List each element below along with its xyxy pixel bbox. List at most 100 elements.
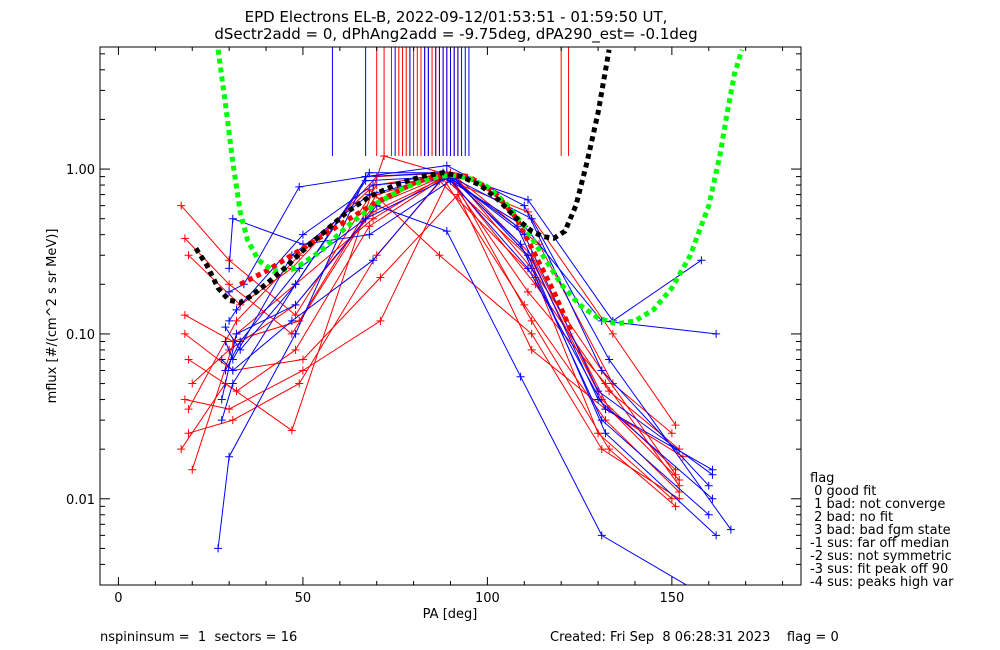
blue-data-point xyxy=(704,481,713,490)
red-data-point xyxy=(597,445,606,454)
blue-data-point xyxy=(361,176,370,185)
red-data-point xyxy=(667,494,676,503)
blue-data-point xyxy=(442,161,451,170)
red-data-point xyxy=(608,329,617,338)
blue-data-point xyxy=(291,300,300,309)
red-data-point xyxy=(188,465,197,474)
legend-entry: -3 sus: fit peak off 90 xyxy=(810,562,948,577)
red-data-point xyxy=(380,152,389,161)
red-data-point xyxy=(605,387,614,396)
chart-subtitle: dSectr2add = 0, dPhAng2add = -9.75deg, d… xyxy=(214,25,697,44)
footer-right: Created: Fri Sep 8 06:28:31 2023 flag = … xyxy=(550,630,839,645)
red-data-point xyxy=(295,379,304,388)
blue-data-point xyxy=(225,452,234,461)
blue-data-point xyxy=(232,305,241,314)
blue-data-point xyxy=(225,316,234,325)
blue-data-point xyxy=(287,316,296,325)
legend-entry: -1 sus: far off median xyxy=(810,536,949,551)
blue-data-point xyxy=(228,214,237,223)
blue-data-point xyxy=(520,201,529,210)
footer-left: nspininsum = 1 sectors = 16 xyxy=(100,630,297,645)
red-data-point xyxy=(287,426,296,435)
red-data-point xyxy=(523,287,532,296)
y-tick-label: 0.01 xyxy=(66,493,95,508)
blue-data-point xyxy=(516,372,525,381)
blue-data-point xyxy=(708,494,717,503)
blue-data-point xyxy=(291,280,300,289)
blue-data-point xyxy=(605,355,614,364)
red-data-point xyxy=(298,366,307,375)
red-data-point xyxy=(520,300,529,309)
red-data-point xyxy=(228,416,237,425)
red-data-point xyxy=(180,311,189,320)
red-data-point xyxy=(177,201,186,210)
plot-area xyxy=(177,47,745,602)
green-fit-curve xyxy=(215,48,745,327)
legend-entry: -4 sus: peaks high var xyxy=(810,575,954,590)
red-data-point xyxy=(184,429,193,438)
blue-data-point xyxy=(214,544,223,553)
red-data-point xyxy=(605,445,614,454)
blue-data-point xyxy=(601,429,610,438)
red-data-point xyxy=(225,280,234,289)
blue-data-point xyxy=(365,168,374,177)
blue-series-line xyxy=(221,172,702,372)
red-series-line xyxy=(188,177,680,493)
x-tick-label: 0 xyxy=(114,591,122,606)
red-series-line xyxy=(184,176,676,471)
blue-data-point xyxy=(442,227,451,236)
legend-title: flag xyxy=(810,471,834,486)
red-data-point xyxy=(184,405,193,414)
legend-entry: 1 bad: not converge xyxy=(810,497,945,512)
red-data-point xyxy=(225,405,234,414)
legend-entry: -2 sus: not symmetric xyxy=(810,549,952,564)
blue-data-point xyxy=(365,230,374,239)
red-data-point xyxy=(671,470,680,479)
red-series-line xyxy=(191,177,677,426)
red-data-point xyxy=(177,445,186,454)
blue-series-line xyxy=(221,205,688,585)
blue-series-line xyxy=(228,177,717,536)
axes: 0 50 100 150 0.01 0.10 1.00 xyxy=(66,47,801,606)
red-data-point xyxy=(435,251,444,260)
blue-data-point xyxy=(697,256,706,265)
red-data-point xyxy=(365,222,374,231)
blue-data-point xyxy=(527,214,536,223)
red-data-point xyxy=(608,379,617,388)
blue-data-point xyxy=(523,264,532,273)
red-data-point xyxy=(671,421,680,430)
y-tick-label: 1.00 xyxy=(66,163,95,178)
blue-data-point xyxy=(712,329,721,338)
blue-data-point xyxy=(726,525,735,534)
red-series-line xyxy=(180,155,677,475)
y-tick-label: 0.10 xyxy=(66,328,95,343)
red-data-point xyxy=(291,345,300,354)
red-data-point xyxy=(527,316,536,325)
blue-data-point xyxy=(597,416,606,425)
red-data-point xyxy=(527,329,536,338)
red-data-point xyxy=(376,316,385,325)
blue-data-point xyxy=(217,416,226,425)
blue-data-point xyxy=(705,594,713,602)
x-tick-label: 50 xyxy=(295,591,312,606)
blue-data-point xyxy=(369,256,378,265)
red-data-point xyxy=(232,316,241,325)
red-data-point xyxy=(180,329,189,338)
legend: flag 0 good fit 1 bad: not converge 2 ba… xyxy=(810,471,954,590)
red-data-point xyxy=(184,355,193,364)
red-data-point xyxy=(180,234,189,243)
x-tick-label: 100 xyxy=(475,591,500,606)
red-data-point xyxy=(188,379,197,388)
red-series-line xyxy=(188,189,680,500)
red-data-point xyxy=(453,190,462,199)
red-data-point xyxy=(180,395,189,404)
blue-series-line xyxy=(217,165,710,549)
red-data-point xyxy=(298,355,307,364)
blue-data-point xyxy=(225,264,234,273)
blue-data-point xyxy=(712,531,721,540)
blue-series-line xyxy=(228,172,732,530)
blue-data-point xyxy=(523,251,532,260)
legend-entry: 2 bad: no fit xyxy=(810,510,893,525)
blue-series-line xyxy=(224,176,717,351)
